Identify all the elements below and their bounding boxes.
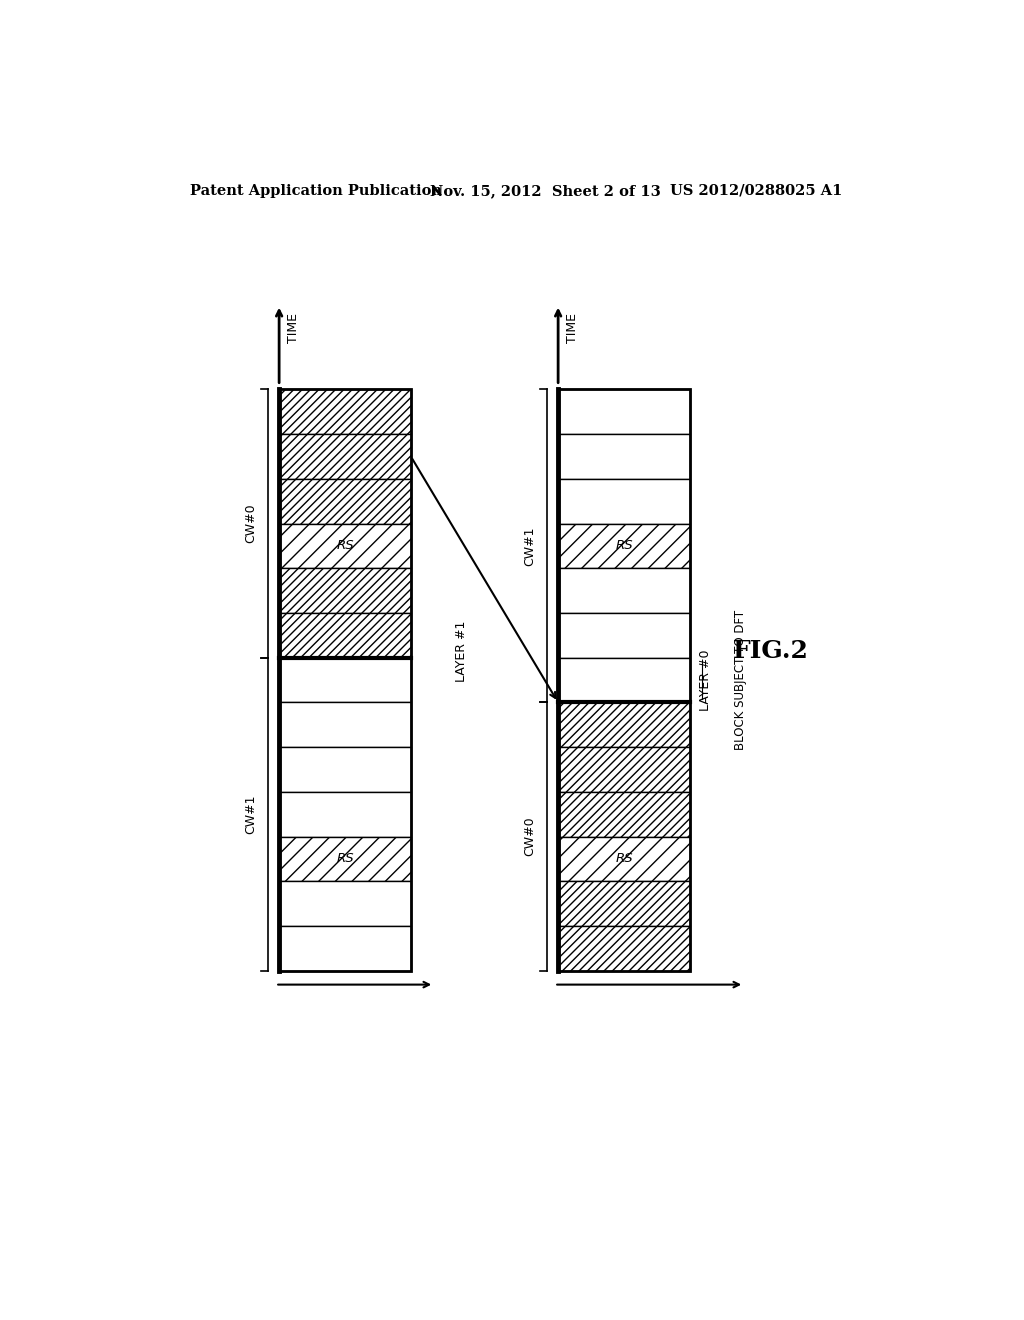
- Text: LAYER #1: LAYER #1: [455, 620, 468, 681]
- Bar: [280, 702, 411, 747]
- Text: RS: RS: [336, 853, 354, 866]
- Bar: [280, 837, 411, 882]
- Bar: [280, 389, 411, 970]
- Text: TIME: TIME: [566, 313, 579, 343]
- Bar: [558, 837, 690, 882]
- Bar: [280, 927, 411, 970]
- Bar: [558, 389, 690, 970]
- Text: CW#1: CW#1: [523, 527, 536, 566]
- Text: Patent Application Publication: Patent Application Publication: [190, 183, 442, 198]
- Bar: [558, 927, 690, 970]
- Bar: [558, 434, 690, 479]
- Text: RS: RS: [615, 540, 633, 552]
- Bar: [558, 389, 690, 434]
- Bar: [280, 389, 411, 434]
- Bar: [280, 524, 411, 569]
- Bar: [280, 612, 411, 657]
- Bar: [558, 702, 690, 747]
- Text: CW#0: CW#0: [523, 817, 536, 857]
- Bar: [280, 569, 411, 612]
- Bar: [280, 479, 411, 524]
- Text: LAYER #0: LAYER #0: [698, 649, 712, 711]
- Bar: [280, 434, 411, 479]
- Bar: [558, 792, 690, 837]
- Bar: [280, 882, 411, 927]
- Bar: [280, 747, 411, 792]
- Bar: [558, 612, 690, 657]
- Bar: [558, 747, 690, 792]
- Bar: [558, 657, 690, 702]
- Text: CW#0: CW#0: [244, 504, 257, 544]
- Text: Nov. 15, 2012  Sheet 2 of 13: Nov. 15, 2012 Sheet 2 of 13: [430, 183, 662, 198]
- Bar: [558, 479, 690, 524]
- Text: BLOCK SUBJECT TO DFT: BLOCK SUBJECT TO DFT: [734, 610, 746, 750]
- Bar: [280, 657, 411, 702]
- Bar: [280, 792, 411, 837]
- Text: RS: RS: [336, 540, 354, 552]
- Text: FIG.2: FIG.2: [733, 639, 809, 663]
- Bar: [558, 569, 690, 612]
- Text: TIME: TIME: [287, 313, 300, 343]
- Text: CW#1: CW#1: [244, 795, 257, 834]
- Bar: [558, 524, 690, 569]
- Text: RS: RS: [615, 853, 633, 866]
- Bar: [558, 882, 690, 927]
- Text: US 2012/0288025 A1: US 2012/0288025 A1: [671, 183, 843, 198]
